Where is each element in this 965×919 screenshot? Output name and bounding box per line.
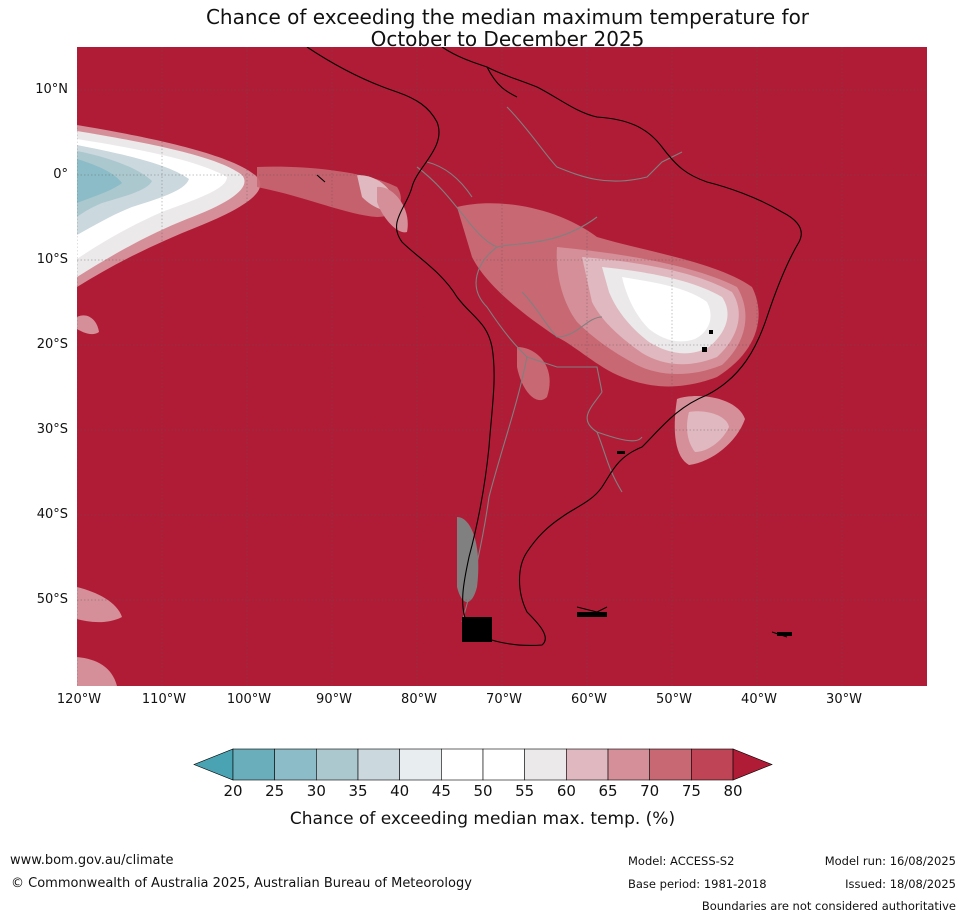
lon-label-80w: 80°W	[401, 692, 437, 707]
colorbar-cell	[566, 748, 609, 781]
map-area	[77, 47, 927, 686]
colorbar-cell	[607, 748, 651, 781]
lon-label-50w: 50°W	[656, 692, 692, 707]
lon-label-60w: 60°W	[571, 692, 607, 707]
colorbar-cell	[399, 748, 442, 781]
islands-and-lakes	[462, 330, 792, 642]
colorbar-tick-label: 80	[723, 782, 743, 800]
colorbar-cell	[482, 748, 525, 781]
country-borders	[416, 106, 683, 623]
colorbar-cell	[441, 748, 484, 781]
lat-label-10s: 10°S	[36, 252, 68, 267]
colorbar-tick-label: 20	[223, 782, 243, 800]
pacific-cool-anomaly	[77, 125, 401, 686]
lon-label-120w: 120°W	[56, 692, 102, 707]
colorbar-tick-label: 25	[265, 782, 285, 800]
colorbar-cell	[357, 748, 400, 781]
colorbar-tick-label: 30	[306, 782, 326, 800]
map-title-line-2: October to December 2025	[370, 27, 645, 51]
colorbar-arrow-high	[732, 748, 773, 781]
base-period: Base period: 1981-2018	[628, 877, 767, 891]
colorbar-tick-label: 60	[556, 782, 576, 800]
colorbar-cell	[524, 748, 567, 781]
lat-label-10n: 10°N	[35, 82, 68, 97]
colorbar-cell	[232, 748, 275, 781]
brazil-neutral-anomaly	[377, 186, 759, 602]
colorbar-cell	[274, 748, 317, 781]
colorbar-tick-label: 65	[598, 782, 618, 800]
lon-label-90w: 90°W	[316, 692, 352, 707]
website-link[interactable]: www.bom.gov.au/climate	[10, 853, 174, 868]
colorbar-cells	[193, 748, 773, 781]
map-title-line-1: Chance of exceeding the median maximum t…	[205, 5, 810, 29]
boundaries-disclaimer: Boundaries are not considered authoritat…	[701, 899, 956, 913]
colorbar-label: Chance of exceeding median max. temp. (%…	[289, 809, 676, 829]
lat-label-20s: 20°S	[36, 337, 68, 352]
colorbar-tick-label: 75	[681, 782, 701, 800]
colorbar-arrow-low	[193, 748, 234, 781]
colorbar-tick-label: 50	[473, 782, 493, 800]
lat-label-equator: 0°	[53, 167, 68, 182]
lon-label-40w: 40°W	[741, 692, 777, 707]
model-run-date: Model run: 16/08/2025	[824, 854, 956, 868]
issued-date: Issued: 18/08/2025	[845, 877, 956, 891]
colorbar-tick-label: 40	[390, 782, 410, 800]
lon-label-100w: 100°W	[226, 692, 272, 707]
lat-lon-grid	[77, 47, 927, 686]
colorbar-cell	[316, 748, 359, 781]
lon-label-70w: 70°W	[486, 692, 522, 707]
colorbar-tick-label: 55	[515, 782, 535, 800]
colorbar-tick-label: 45	[431, 782, 451, 800]
lat-label-50s: 50°S	[36, 592, 68, 607]
colorbar-cell	[649, 748, 692, 781]
lat-label-40s: 40°S	[36, 507, 68, 522]
lon-label-30w: 30°W	[826, 692, 862, 707]
colorbar-tick-label: 70	[640, 782, 660, 800]
copyright-text: © Commonwealth of Australia 2025, Austra…	[11, 876, 472, 891]
model-name: Model: ACCESS-S2	[628, 854, 735, 868]
lat-label-30s: 30°S	[36, 422, 68, 437]
lon-label-110w: 110°W	[141, 692, 187, 707]
colorbar-cell	[691, 748, 734, 781]
colorbar-tick-label: 35	[348, 782, 368, 800]
map-canvas	[77, 47, 927, 686]
